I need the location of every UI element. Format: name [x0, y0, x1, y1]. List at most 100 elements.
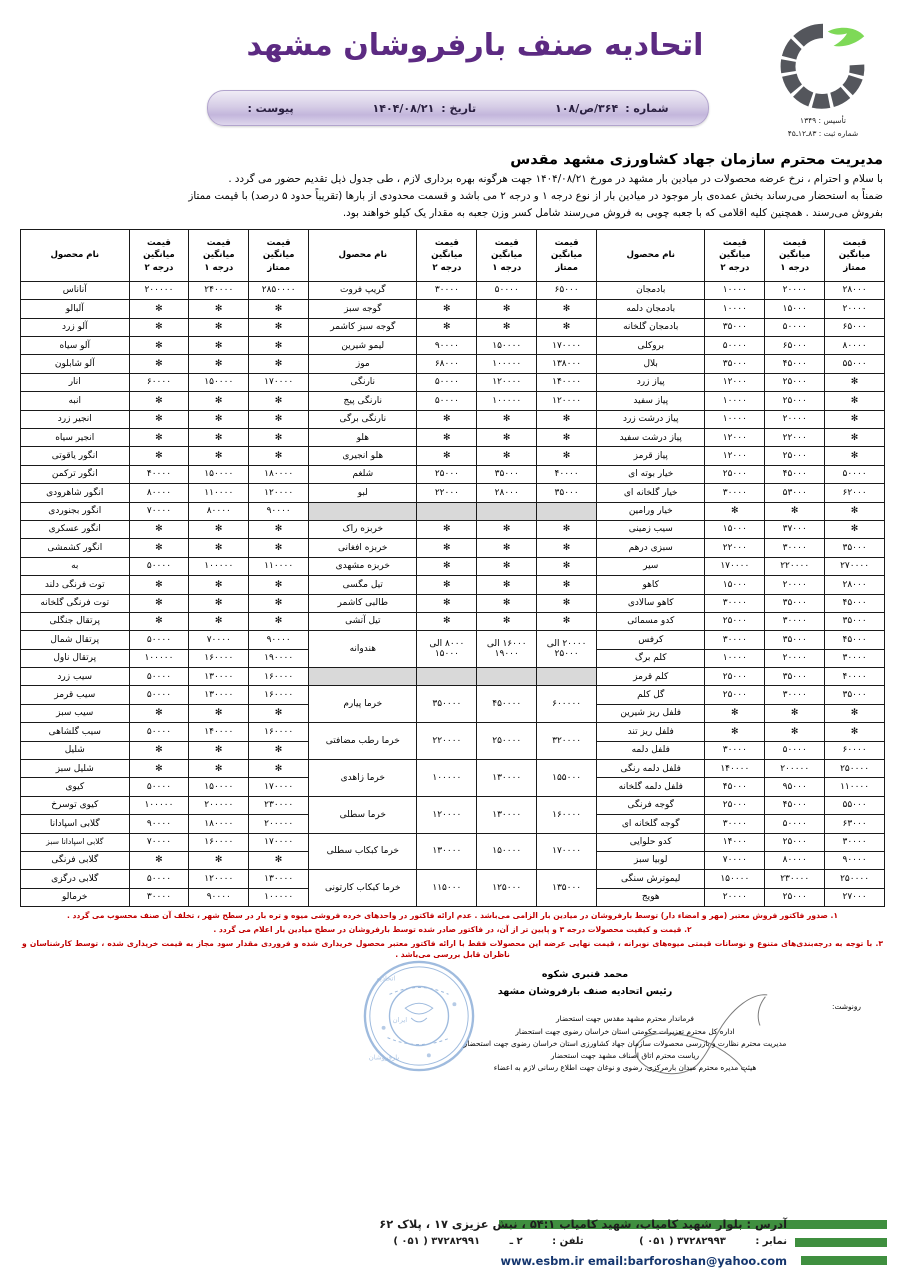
cell-grade2: ✻ [416, 593, 478, 613]
price-table-wrapper: قیمت میانگین ممتاز قیمت میانگین درجه ۱ ق… [0, 228, 905, 908]
price-table-head: قیمت میانگین ممتاز قیمت میانگین درجه ۱ ق… [20, 228, 885, 282]
table-row: ۶۲۰۰۰ ۵۳۰۰۰ ۳۰۰۰۰ خیار گلخانه ای ۳۵۰۰۰ ۲۸۰۰۰ ۲… [20, 483, 885, 503]
cc-block: رونوشت: فرماندار محترم مشهد مقدس جهت است… [365, 1001, 885, 1074]
cell-premium: ✻ [248, 611, 310, 632]
cell-grade1: ✻ [476, 519, 538, 540]
cell-premium: ۵۰۰۰۰ [824, 464, 885, 485]
cell-grade1: ۱۵۰۰۰۰ [188, 777, 250, 797]
cell-premium: ۱۳۰۰۰۰ [248, 869, 310, 889]
table-row: ۴۰۰۰۰ ۳۵۰۰۰ ۲۵۰۰۰ کلم قرمز ۱۶۰۰۰۰ ۱۳۰۰۰۰ ۵۰۰۰۰… [20, 667, 885, 687]
signer-title: رئیس اتحادیه صنف بارفروشان مشهد [497, 985, 673, 997]
cell-product-name: طالبی کاشمر [308, 593, 418, 613]
cell-grade1: ✻ [188, 611, 250, 632]
cell-product-name: انار [20, 372, 130, 393]
cell-product-name: بادمجان دلمه [596, 299, 706, 319]
cell-grade2: ✻ [128, 519, 190, 540]
handwritten-signature [635, 994, 768, 1075]
cell-premium: ۱۷۰۰۰۰ [248, 777, 310, 797]
cell-product-name: خرما پیارم [308, 685, 418, 724]
cell-premium: ۶۰۰۰۰۰ [536, 685, 598, 724]
table-row: ✻ ۲۵۰۰۰ ۱۲۰۰۰ پیاز قرمز ✻ ✻ ✻ هلو انجیری ✻ ✻ ✻ انگو… [20, 446, 885, 466]
cell-product-name: پیاز درشت سفید [596, 427, 706, 448]
cell-premium: ✻ [248, 740, 310, 761]
cell-grade1: ۹۰۰۰۰ [188, 887, 250, 908]
cell-product-name: خربزه افغانی [308, 538, 418, 558]
table-row: ۱۱۰۰۰۰ ۹۵۰۰۰ ۴۵۰۰۰ فلفل دلمه گلخانه ۱۷۰۰۰۰ ۱۵… [20, 777, 885, 797]
cell-grade1: ✻ [476, 317, 538, 338]
cell-product-name: کاهو سالادی [596, 593, 706, 613]
cell-product-name: خرما زاهدی [308, 759, 418, 797]
cell-grade2: ۵۰۰۰۰ [128, 630, 190, 650]
cell-grade2: ۲۵۰۰۰ [704, 685, 766, 705]
cell-product-name: انبه [20, 391, 130, 411]
cell-grade2: ✻ [416, 427, 478, 448]
cell-grade1: ✻ [476, 446, 538, 466]
cell-product-name: پیاز درشت زرد [596, 409, 706, 429]
cell-grade1: ۲۰۰۰۰ [764, 648, 826, 669]
cell-premium: ✻ [536, 317, 598, 338]
cell-product-name: انگور کشمشی [20, 538, 130, 558]
cell-product-name: آلو سیاه [20, 336, 130, 356]
cell-premium: ۳۵۰۰۰ [824, 611, 885, 632]
cell-premium: ✻ [824, 446, 885, 466]
cell-grade1: ✻ [476, 427, 538, 448]
cell-product-name: آلو زرد [20, 317, 130, 338]
cell-grade1: ✻ [188, 354, 250, 374]
cell-grade1: ✻ [188, 427, 250, 448]
cell-premium: ۳۰۰۰۰ [824, 832, 885, 852]
cell-premium: ۲۰۰۰۰ [824, 299, 885, 319]
cell-premium: ۴۰۰۰۰ [536, 464, 598, 485]
email-link[interactable]: email:barforoshan@yahoo.com [587, 1254, 787, 1268]
cell-grade1: ۳۰۰۰۰ [764, 611, 826, 632]
cell-grade2: ✻ [416, 446, 478, 466]
cell-grade2: ۱۰۰۰۰۰ [128, 795, 190, 816]
cell-premium: ۹۰۰۰۰ [248, 501, 310, 521]
cell-grade1: ۵۰۰۰۰ [764, 814, 826, 834]
cell-product-name: بلال [596, 354, 706, 374]
cell-grade2: ۴۵۰۰۰ [704, 777, 766, 797]
cell-product-name: هندوانه [308, 630, 418, 669]
cell-premium: ✻ [536, 538, 598, 558]
cell-product-name: آلبالو [20, 299, 130, 319]
cell-grade2: ۲۵۰۰۰ [416, 464, 478, 485]
document-footer: آدرس : بلوار شهید کامیاب، شهید کامیاب ۵۴… [0, 1217, 905, 1280]
cell-premium: ✻ [248, 391, 310, 411]
cell-grade1: ۱۵۰۰۰۰ [476, 832, 538, 871]
cell-grade2: ۵۰۰۰۰ [128, 685, 190, 705]
cell-product-name: بادمجان گلخانه [596, 317, 706, 338]
table-row: ۲۷۰۰۰ ۲۵۰۰۰ ۲۰۰۰۰ هویج ۱۰۰۰۰۰ ۹۰۰۰۰ ۳۰۰۰۰ خرمال… [20, 887, 885, 908]
cell-product-name: انگور شاهرودی [20, 483, 130, 503]
cell-product-name: کیوی توسرخ [20, 795, 130, 816]
number-label: شماره : [625, 101, 669, 115]
cell-grade1: ✻ [188, 740, 250, 761]
official-round-stamp: اتحادیه بارفروشان ایران [363, 960, 475, 1072]
cell-empty [416, 501, 478, 521]
cell-premium: ۶۵۰۰۰ [536, 280, 598, 301]
cell-grade2: ۱۰۰۰۰۰ [416, 759, 478, 797]
cell-grade1: ۲۵۰۰۰ [764, 832, 826, 852]
cell-premium: ۱۹۰۰۰۰ [248, 648, 310, 669]
table-row: ۲۸۰۰۰ ۲۰۰۰۰ ۱۵۰۰۰ کاهو ✻ ✻ ✻ تیل مگسی ✻ ✻ ✻ توت فرن… [20, 575, 885, 595]
cell-grade2: ✻ [128, 850, 190, 871]
th-grade2-middle: قیمت میانگین درجه ۲ [416, 228, 478, 282]
cell-product-name: انگور یاقوتی [20, 446, 130, 466]
table-row: ✻ ۲۰۰۰۰ ۱۰۰۰۰ پیاز درشت زرد ✻ ✻ ✻ نارنگی برگی ✻ ✻… [20, 409, 885, 429]
cell-product-name: خیار بوته ای [596, 464, 706, 485]
cell-grade2: ۳۰۰۰۰ [704, 740, 766, 761]
intro-block: با سلام و احترام ، نرخ عرضه محصولات در م… [0, 172, 905, 222]
cell-grade2: ۱۰۰۰۰ [704, 409, 766, 429]
cell-grade1: ۷۰۰۰۰ [188, 630, 250, 650]
cell-premium: ۱۳۸۰۰۰ [536, 354, 598, 374]
cell-premium: ۶۵۰۰۰ [824, 317, 885, 338]
cell-product-name: گلابی اسپادانا سبز [20, 832, 130, 852]
website-link[interactable]: www.esbm.ir [500, 1254, 584, 1268]
cell-grade2: ۱۲۰۰۰ [704, 446, 766, 466]
th-grade2-right: قیمت میانگین درجه ۲ [128, 228, 190, 282]
cell-grade1: ✻ [188, 519, 250, 540]
cell-grade1: ۱۸۰۰۰۰ [188, 814, 250, 834]
logo-registration: شماره ثبت : ۸۳ـ۱۲ـ۴۵ [787, 128, 859, 138]
cell-grade2: ۱۴۰۰۰۰ [704, 759, 766, 779]
cell-product-name: پرتقال ناول [20, 648, 130, 669]
signature-block: محمد قنبری شکوه رئیس اتحادیه صنف بارفروش… [470, 967, 700, 1000]
cell-grade1: ۲۰۰۰۰۰ [188, 795, 250, 816]
